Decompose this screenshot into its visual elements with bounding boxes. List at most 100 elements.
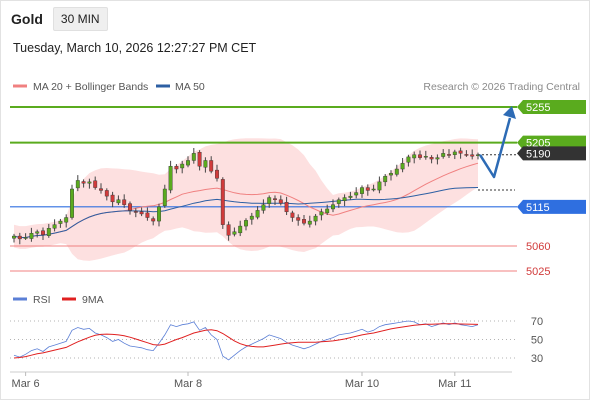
candle-body <box>209 160 214 172</box>
candle <box>162 184 167 208</box>
candle-body <box>255 210 260 218</box>
candle <box>116 195 121 206</box>
candle-body <box>226 224 231 236</box>
candle <box>389 170 393 181</box>
candle-body <box>325 208 330 214</box>
candle-body <box>104 190 109 197</box>
candle-body <box>342 197 347 201</box>
candle <box>220 177 225 229</box>
candle-body <box>307 220 312 225</box>
candle <box>87 178 92 189</box>
candle-body <box>249 215 254 220</box>
candle-body <box>423 155 428 158</box>
interval-selector[interactable]: 30 MIN <box>52 7 108 31</box>
candle-body <box>110 194 115 203</box>
candle <box>35 229 40 238</box>
candle-body <box>191 153 196 161</box>
ma50-line <box>13 187 479 238</box>
rsi-tick-label-50: 50 <box>531 335 543 347</box>
candle <box>128 201 132 215</box>
candle <box>180 160 185 174</box>
chart-datetime: Tuesday, March 10, 2026 12:27:27 PM CET <box>13 41 257 55</box>
candle <box>99 183 103 194</box>
candle-body <box>133 211 138 213</box>
candle <box>447 149 451 158</box>
rsi-legend: RSI 9MA <box>13 294 104 306</box>
level-tag-text-5255: 5255 <box>526 102 550 114</box>
candle-body <box>157 206 161 222</box>
candle-body <box>273 198 277 200</box>
candle <box>267 195 272 208</box>
candle-body <box>278 199 283 204</box>
candle-body <box>336 199 341 204</box>
candle-body <box>162 188 167 206</box>
candle-body <box>302 219 306 224</box>
candle <box>412 151 417 164</box>
candle <box>255 206 260 220</box>
candle-body <box>435 157 440 160</box>
candle <box>296 214 301 226</box>
candle <box>464 150 469 157</box>
legend-rsi-ma-label: 9MA <box>82 294 104 306</box>
candle <box>423 150 428 160</box>
candle <box>394 164 399 177</box>
candles-layer <box>12 147 480 245</box>
candle-body <box>418 154 422 158</box>
candle-body <box>400 163 405 170</box>
candle <box>249 212 254 225</box>
candle <box>23 233 28 240</box>
candle <box>46 223 51 238</box>
candle <box>313 213 318 226</box>
candle <box>348 191 353 200</box>
rsi-tick-label-70: 70 <box>531 316 543 328</box>
candle-body <box>12 235 16 239</box>
candle <box>302 215 306 226</box>
candle-body <box>412 154 417 159</box>
legend-ma20-label: MA 20 + Bollinger Bands <box>33 81 148 93</box>
candle-body <box>406 156 411 163</box>
legend-ma50-label: MA 50 <box>175 81 205 93</box>
candle-body <box>145 212 150 218</box>
candle-body <box>383 175 388 183</box>
candle <box>244 218 248 231</box>
candle-body <box>232 231 237 235</box>
candle <box>371 184 376 192</box>
candle <box>58 218 63 228</box>
candle <box>139 207 144 217</box>
candle <box>191 148 196 164</box>
candle-body <box>186 160 190 166</box>
candle-body <box>29 233 34 239</box>
candle-body <box>197 152 202 167</box>
candle-body <box>174 165 179 170</box>
candle-body <box>75 180 80 189</box>
candle <box>441 149 446 159</box>
candle <box>29 227 34 242</box>
candle-body <box>319 211 324 216</box>
candle <box>209 156 214 174</box>
candle <box>81 179 86 188</box>
candle-body <box>458 150 463 154</box>
candle-body <box>180 163 185 169</box>
candle <box>52 219 57 232</box>
level-tag-box-5255 <box>517 100 586 114</box>
candle <box>232 227 237 237</box>
candle <box>342 194 347 207</box>
forecast-arrow-path <box>478 117 512 179</box>
candle <box>168 160 173 194</box>
candle <box>145 207 150 221</box>
candle-body <box>122 199 127 205</box>
candle <box>383 174 388 187</box>
rsi-ma-line <box>13 323 479 359</box>
candle <box>197 150 202 171</box>
candle-body <box>238 225 243 234</box>
candle-body <box>23 237 28 239</box>
level-tag-box-5205 <box>517 135 586 150</box>
candle-body <box>261 204 266 211</box>
forecast-arrow-layer <box>478 106 516 179</box>
x-tick-label-Mar-11: Mar 11 <box>438 378 471 390</box>
candle <box>17 232 22 245</box>
rsi-panel: 70 50 30 <box>10 316 543 365</box>
candle <box>174 164 179 174</box>
candle <box>226 221 231 241</box>
